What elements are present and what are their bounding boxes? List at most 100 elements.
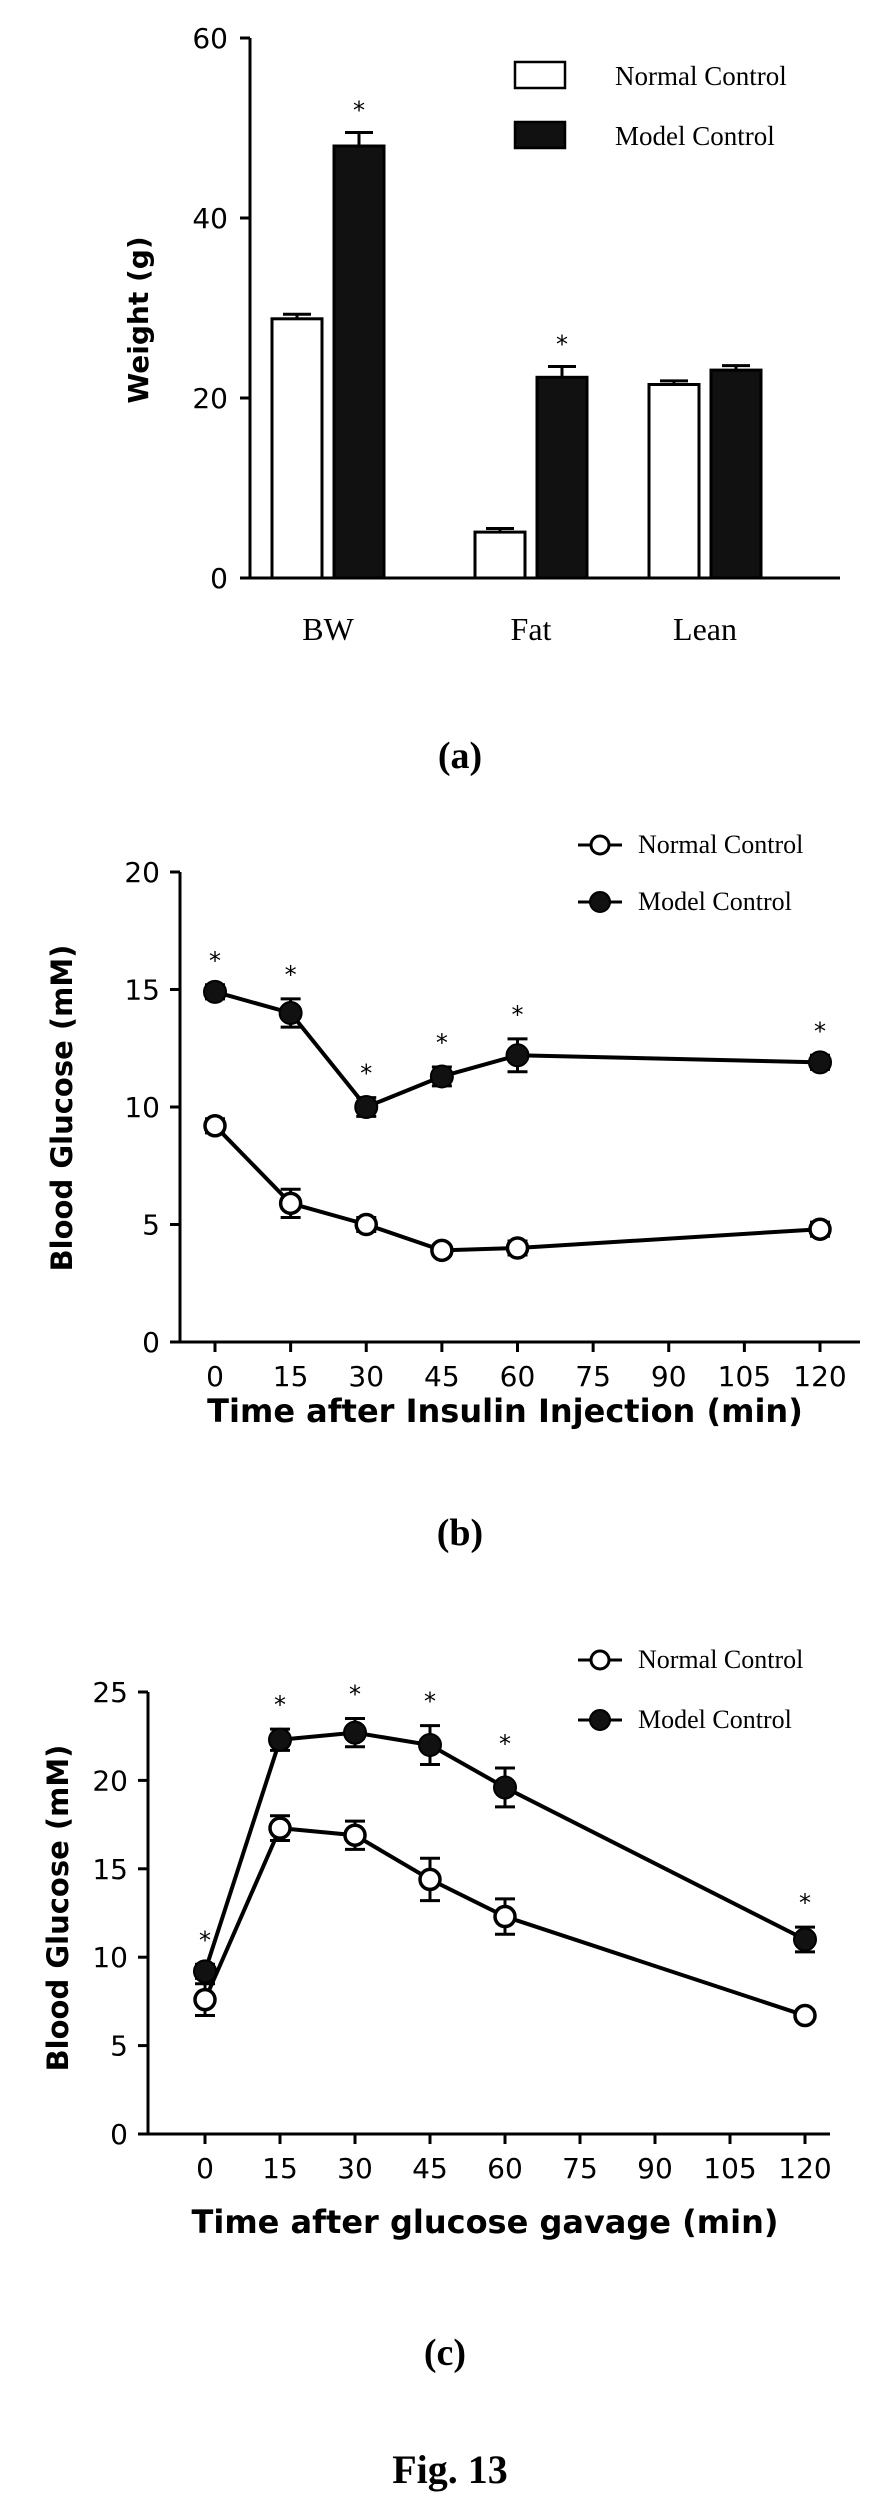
chart-a-significance-marker: * [556,331,568,359]
chart-a-bar [270,317,324,580]
chart-a-bar [535,375,589,580]
chart-c-xtick-label: 120 [778,2152,831,2185]
chart-b-point [354,1212,378,1237]
chart-b-point [505,1236,530,1260]
chart-c-xlabel: Time after glucose gavage (min) [192,2203,779,2241]
chart-b-insulin-tolerance: 0 5 10 15 20 0 15 30 45 60 75 90 105 120 * * * * * * Bloo… [45,830,860,1554]
chart-a-bar [332,144,386,580]
chart-b-ytick-label: 0 [142,1326,160,1359]
legend-b-model-label: Model Control [638,887,792,916]
legend-b-normal-label: Normal Control [638,830,803,859]
chart-c-ytick-label: 20 [92,1764,128,1797]
chart-b-xtick-label: 0 [206,1360,224,1393]
chart-b-series-line [214,989,821,1110]
legend-c-model-label: Model Control [638,1705,792,1734]
chart-c-ytick-label: 15 [92,1853,128,1886]
chart-c-xtick-label: 90 [637,2152,673,2185]
chart-c-point [418,1733,442,1758]
chart-c-point [418,1867,442,1892]
chart-c-point [193,1987,217,2012]
chart-b-point [203,979,227,1004]
chart-c-significance-marker: * [274,1691,286,1719]
chart-c-point [268,1816,292,1840]
legend-b-normal-marker [589,834,611,856]
chart-a-ylabel: Weight (g) [122,236,155,403]
chart-c-point [343,1720,367,1745]
chart-c-point [493,1904,517,1929]
chart-c-point [193,1959,217,1984]
chart-b-point [808,1217,832,1241]
chart-b-xtick-label: 60 [500,1360,536,1393]
chart-b-point [505,1043,530,1068]
chart-b-ytick-label: 15 [124,974,160,1007]
chart-c-point [343,1823,367,1847]
chart-b-xtick-label: 105 [718,1360,771,1393]
chart-c-ytick-label: 0 [110,2118,128,2151]
chart-b-ytick-label: 20 [124,856,160,889]
chart-c-point [268,1727,292,1752]
chart-c-xtick-label: 105 [703,2152,756,2185]
chart-a-ytick-label: 40 [192,202,228,235]
chart-b-ytick-label: 10 [124,1091,160,1124]
chart-b-ylabel: Blood Glucose (mM) [45,945,79,1272]
legend-c-normal-label: Normal Control [638,1645,803,1674]
chart-c-series-line [203,1730,806,1972]
chart-a-weight-bars: 0 20 40 60 * * BW Fat Lean Weight (g) Normal C… [122,22,840,777]
legend-a-normal-swatch [513,60,567,90]
chart-b-legend: Normal Control Model Control [578,830,803,916]
legend-c-model-marker [589,1709,611,1731]
legend-a-model-swatch [513,120,567,150]
chart-c-xtick-label: 30 [337,2152,373,2185]
chart-c-ytick-label: 5 [110,2030,128,2063]
chart-b-point [354,1095,379,1119]
chart-a-xtick-label: Fat [511,611,552,647]
chart-b-significance-marker: * [814,1017,826,1045]
chart-a-bar [647,383,701,580]
chart-b-significance-marker: * [209,947,221,975]
chart-b-panel-label: (b) [437,1512,483,1554]
chart-c-significance-marker: * [799,1889,811,1917]
legend-a-normal-label: Normal Control [615,61,787,91]
chart-b-xtick-label: 45 [424,1360,460,1393]
chart-c-xtick-label: 75 [562,2152,598,2185]
chart-c-point [493,1775,517,1800]
chart-a-bar [709,368,763,580]
chart-b-xtick-label: 90 [651,1360,687,1393]
chart-c-glucose-tolerance: 0 5 10 15 20 25 0 15 30 45 60 75 90 105 120 * * * * * * Bl… [41,1645,832,2492]
chart-b-xtick-label: 30 [348,1360,384,1393]
legend-c-normal-marker [589,1649,611,1671]
legend-a-model-label: Model Control [615,121,775,151]
chart-c-series-line [203,1826,806,2018]
chart-a-xtick-label: BW [302,611,354,647]
chart-c-xtick-label: 45 [412,2152,448,2185]
chart-b-significance-marker: * [360,1060,372,1088]
chart-b-ytick-label: 5 [142,1209,160,1242]
chart-c-point [793,1927,817,1952]
chart-c-legend: Normal Control Model Control [578,1645,803,1734]
chart-b-series-line [213,1124,821,1253]
chart-a-ytick-label: 20 [192,382,228,415]
chart-a-ytick-label: 60 [192,22,228,55]
chart-b-significance-marker: * [512,1001,524,1029]
chart-b-point [429,1064,454,1089]
chart-c-panel-label: (c) [424,2332,466,2374]
chart-a-panel-label: (a) [438,735,482,777]
chart-a-xtick-label: Lean [673,611,737,647]
chart-c-significance-marker: * [349,1681,361,1709]
chart-c-xtick-label: 0 [196,2152,214,2185]
chart-c-point [793,2003,817,2028]
chart-c-significance-marker: * [199,1926,211,1954]
chart-b-xtick-label: 75 [575,1360,611,1393]
chart-c-xtick-label: 15 [262,2152,298,2185]
chart-b-xlabel: Time after Insulin Injection (min) [207,1392,803,1430]
chart-b-point [203,1114,227,1138]
chart-b-point [430,1238,454,1263]
chart-b-point [278,1001,303,1025]
chart-a-ytick-label: 0 [210,562,228,595]
legend-b-model-marker [589,891,611,913]
chart-b-significance-marker: * [436,1029,448,1057]
chart-b-point [278,1191,303,1216]
chart-b-point [808,1050,832,1075]
chart-b-xtick-label: 15 [273,1360,309,1393]
chart-b-significance-marker: * [285,961,297,989]
